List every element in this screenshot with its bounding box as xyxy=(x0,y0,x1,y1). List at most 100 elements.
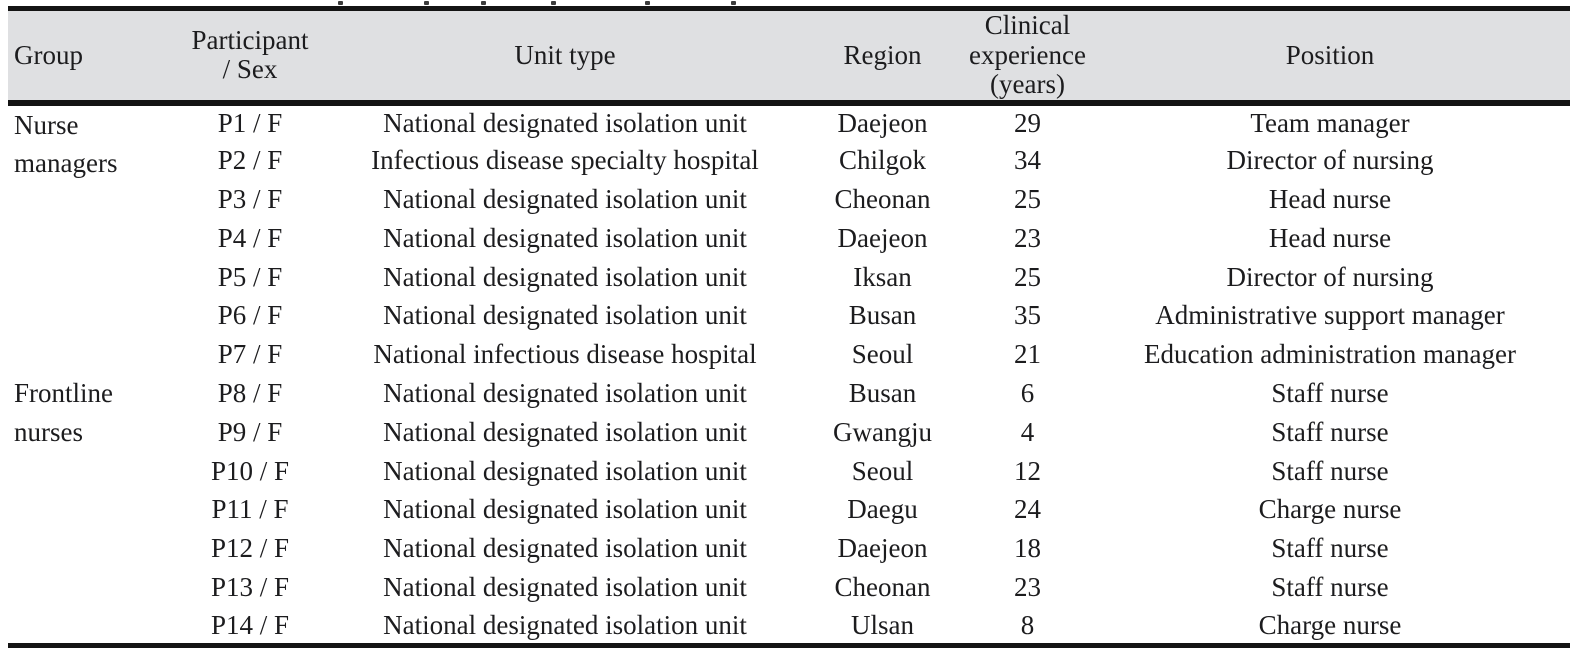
participant-cell: P5 / F xyxy=(217,261,283,292)
experience-cell: 23 xyxy=(1014,222,1041,253)
region-cell: Daegu xyxy=(847,494,918,525)
unit-type-cell: National infectious disease hospital xyxy=(373,339,757,370)
region-cell: Daejeon xyxy=(837,107,928,138)
col-header-participant-sex: Participant / Sex xyxy=(170,8,330,106)
participant-cell: P14 / F xyxy=(210,609,290,640)
table-header: Group Participant / Sex Unit type Region… xyxy=(8,8,1570,106)
table-row: P2 / F Infectious disease specialty hosp… xyxy=(8,141,1570,180)
table-row: P6 / F National designated isolation uni… xyxy=(8,296,1570,335)
table-row: P13 / F National designated isolation un… xyxy=(8,568,1570,607)
experience-cell: 35 xyxy=(1014,300,1041,331)
unit-type-cell: National designated isolation unit xyxy=(383,300,747,331)
table-row: P7 / F National infectious disease hospi… xyxy=(8,335,1570,374)
unit-type-cell: Infectious disease specialty hospital xyxy=(371,145,759,176)
experience-cell: 25 xyxy=(1014,261,1041,292)
col-header-clinical-experience: Clinical experience (years) xyxy=(965,8,1090,106)
experience-cell: 21 xyxy=(1014,339,1041,370)
participants-table: Group Participant / Sex Unit type Region… xyxy=(8,6,1570,649)
cropped-caption-descenders xyxy=(0,0,1578,6)
participant-cell: P4 / F xyxy=(217,222,283,253)
group-cell: Nurse managers xyxy=(14,109,118,179)
position-cell: Education administration manager xyxy=(1144,339,1516,370)
region-cell: Daejeon xyxy=(837,222,928,253)
unit-type-cell: National designated isolation unit xyxy=(383,533,747,564)
position-cell: Head nurse xyxy=(1268,222,1392,253)
table-row: Frontline nurses P8 / F National designa… xyxy=(8,374,1570,447)
participant-cell: P6 / F xyxy=(217,300,283,331)
experience-cell: 25 xyxy=(1014,183,1041,214)
position-cell: Staff nurse xyxy=(1271,455,1389,486)
experience-cell: 12 xyxy=(1014,455,1041,486)
descender-mark xyxy=(731,1,736,5)
col-header-unit-type: Unit type xyxy=(330,8,800,106)
descender-mark xyxy=(338,1,343,5)
unit-type-cell: National designated isolation unit xyxy=(383,416,747,447)
participant-cell: P2 / F xyxy=(217,145,283,176)
region-cell: Daejeon xyxy=(837,533,928,564)
participant-cell: P12 / F xyxy=(210,533,290,564)
unit-type-cell: National designated isolation unit xyxy=(383,183,747,214)
position-cell: Head nurse xyxy=(1268,183,1392,214)
participant-cell: P10 / F xyxy=(210,455,290,486)
descender-mark xyxy=(551,1,556,5)
region-cell: Iksan xyxy=(853,261,912,292)
col-header-region: Region xyxy=(800,8,965,106)
header-row: Group Participant / Sex Unit type Region… xyxy=(8,8,1570,106)
table-row: P5 / F National designated isolation uni… xyxy=(8,258,1570,297)
position-cell: Charge nurse xyxy=(1258,494,1402,525)
unit-type-cell: National designated isolation unit xyxy=(383,377,747,408)
region-cell: Cheonan xyxy=(834,571,931,602)
position-cell: Staff nurse xyxy=(1271,533,1389,564)
experience-cell: 8 xyxy=(1020,609,1035,640)
region-cell: Busan xyxy=(848,300,917,331)
position-cell: Charge nurse xyxy=(1258,609,1402,640)
table-row: P10 / F National designated isolation un… xyxy=(8,452,1570,491)
region-cell: Seoul xyxy=(851,339,914,370)
experience-cell: 6 xyxy=(1020,377,1035,408)
participant-cell: P8 / F xyxy=(217,377,283,408)
descender-mark xyxy=(645,1,650,5)
participant-cell: P7 / F xyxy=(217,339,283,370)
unit-type-cell: National designated isolation unit xyxy=(383,261,747,292)
unit-type-cell: National designated isolation unit xyxy=(383,107,747,138)
experience-cell: 23 xyxy=(1014,571,1041,602)
unit-type-cell: National designated isolation unit xyxy=(383,455,747,486)
experience-cell: 4 xyxy=(1020,416,1035,447)
position-cell: Director of nursing xyxy=(1226,261,1434,292)
unit-type-cell: National designated isolation unit xyxy=(383,494,747,525)
position-cell: Staff nurse xyxy=(1271,416,1389,447)
table-row: P4 / F National designated isolation uni… xyxy=(8,219,1570,258)
region-cell: Chilgok xyxy=(838,145,926,176)
participant-cell: P9 / F xyxy=(217,416,283,447)
descender-mark xyxy=(424,1,429,5)
position-cell: Administrative support manager xyxy=(1155,300,1505,331)
region-cell: Ulsan xyxy=(851,609,914,640)
region-cell: Cheonan xyxy=(834,183,931,214)
table-body: Nurse managers P1 / F National designate… xyxy=(8,103,1570,646)
participant-cell: P3 / F xyxy=(217,183,283,214)
unit-type-cell: National designated isolation unit xyxy=(383,222,747,253)
table-row: P3 / F National designated isolation uni… xyxy=(8,180,1570,219)
region-cell: Busan xyxy=(848,377,917,408)
participant-cell: P1 / F xyxy=(217,107,283,138)
group-cell: Frontline nurses xyxy=(14,378,113,447)
table-row: P14 / F National designated isolation un… xyxy=(8,607,1570,646)
unit-type-cell: National designated isolation unit xyxy=(383,571,747,602)
region-cell: Gwangju xyxy=(833,416,932,447)
region-cell: Seoul xyxy=(851,455,914,486)
position-cell: Team manager xyxy=(1250,107,1410,138)
col-header-group: Group xyxy=(8,8,170,106)
table-row: P9 / F National designated isolation uni… xyxy=(8,413,1570,452)
table-row: Nurse managers P1 / F National designate… xyxy=(8,103,1570,178)
unit-type-cell: National designated isolation unit xyxy=(383,609,747,640)
table-row: P12 / F National designated isolation un… xyxy=(8,529,1570,568)
participant-cell: P11 / F xyxy=(211,494,289,525)
experience-cell: 24 xyxy=(1014,494,1041,525)
experience-cell: 29 xyxy=(1014,107,1041,138)
table-row: P11 / F National designated isolation un… xyxy=(8,490,1570,529)
position-cell: Staff nurse xyxy=(1271,571,1389,602)
participant-cell: P13 / F xyxy=(210,571,290,602)
col-header-position: Position xyxy=(1090,8,1570,106)
position-cell: Director of nursing xyxy=(1226,145,1434,176)
